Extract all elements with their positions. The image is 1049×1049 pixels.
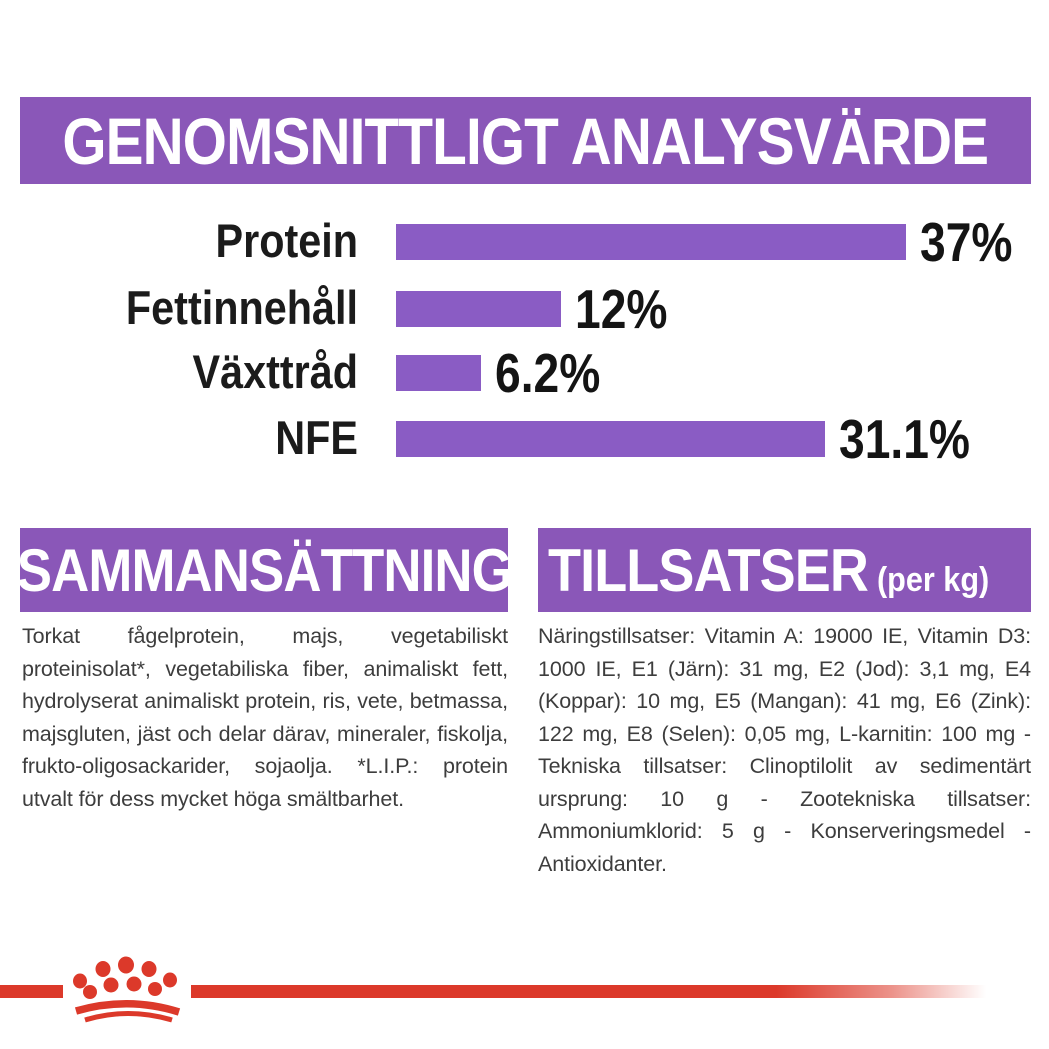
bar-label: Protein [215, 214, 358, 267]
bar-value: 31.1% [839, 408, 971, 470]
bar-value: 12% [575, 278, 668, 340]
composition-text: Torkat fågelprotein, majs, vegetabiliskt… [22, 624, 508, 811]
bar [396, 421, 825, 457]
royal-canin-crown-icon [73, 956, 181, 1023]
additives-banner: TILLSATSER (per kg) [538, 528, 1031, 612]
bar-value: 6.2% [495, 342, 601, 404]
bar-value: 37% [920, 211, 1013, 273]
composition-title: SAMMANSÄTTNING [16, 536, 512, 604]
additives-title-suffix: (per kg) [876, 560, 990, 599]
composition-banner: SAMMANSÄTTNING [16, 528, 512, 612]
chart-row: Växttråd 6.2% [0, 342, 1049, 404]
page-title: GENOMSNITTLIGT ANALYSVÄRDE [62, 103, 990, 178]
analysis-title-banner: GENOMSNITTLIGT ANALYSVÄRDE [20, 97, 1031, 184]
nutrition-bar-chart: Protein 37% Fettinnehåll 12% Växttråd 6.2% NFE… [0, 0, 1049, 480]
chart-row: Fettinnehåll 12% [0, 278, 1049, 340]
bar [396, 224, 906, 260]
bar [396, 355, 481, 391]
additives-title-row: TILLSATSER (per kg) [548, 536, 989, 605]
chart-row: Protein 37% [0, 211, 1049, 273]
bar-label: NFE [275, 411, 358, 464]
additives-text: Näringstillsatser: Vitamin A: 19000 IE, … [538, 624, 1031, 876]
bar-label: Fettinnehåll [125, 281, 358, 334]
chart-row: NFE 31.1% [0, 408, 1049, 470]
brand-stripe [0, 985, 1049, 998]
additives-title: TILLSATSER [548, 536, 869, 604]
bar-label: Växttråd [192, 345, 358, 398]
bar [396, 291, 561, 327]
